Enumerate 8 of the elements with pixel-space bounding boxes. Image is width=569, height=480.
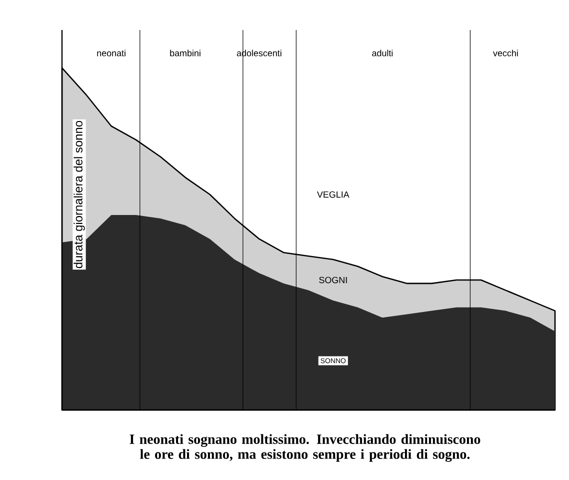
x-tick-label: bambini: [170, 50, 200, 56]
x-tick-label: neonati: [97, 50, 126, 56]
x-tick-label: adulti: [372, 50, 393, 56]
text: I neonati sognano moltissimo. Invecchiando diminuiscono le ore di sonno, ma esistono sempre i periodi di sogno.: [130, 434, 480, 462]
annotation: VEGLIA: [317, 191, 350, 198]
series-label: SOGNI: [319, 276, 347, 284]
x-tick-label: vecchi: [493, 50, 518, 56]
y-axis-title: durata giornaliera del sonno: [74, 120, 85, 268]
